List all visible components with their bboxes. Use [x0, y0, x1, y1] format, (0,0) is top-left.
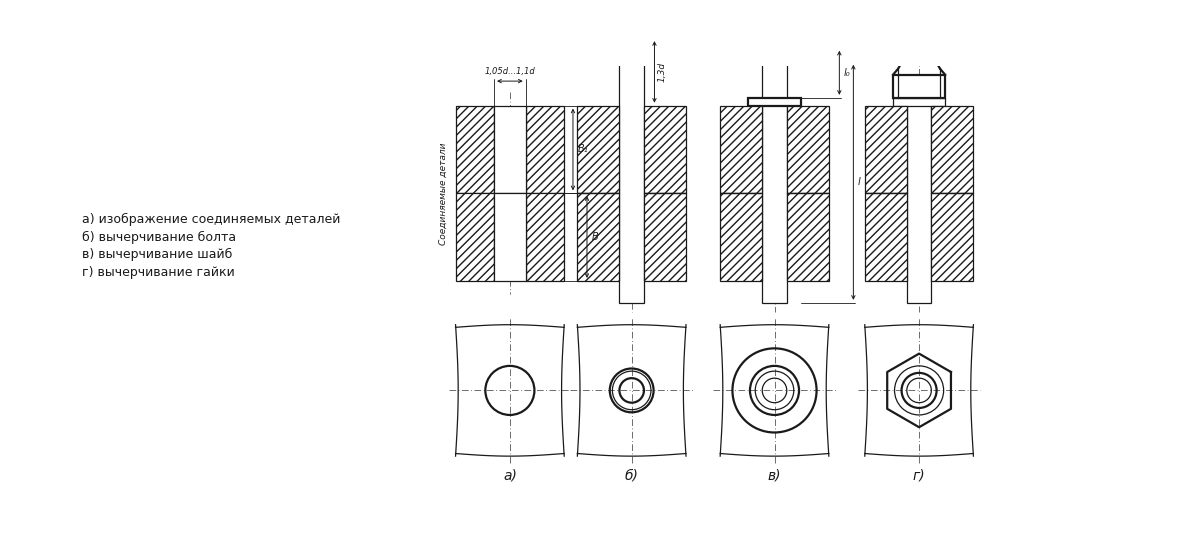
Text: б): б) [625, 469, 639, 483]
Text: Соединяемые детали: Соединяемые детали [438, 142, 448, 244]
Text: в): в) [767, 469, 782, 483]
Bar [865, 193, 906, 281]
Bar [525, 105, 564, 193]
Text: B: B [592, 232, 598, 242]
Bar [931, 193, 973, 281]
Bar [893, 98, 946, 105]
Bar [619, 0, 644, 38]
Bar [893, 75, 946, 98]
Bar [525, 193, 564, 281]
Text: l₀: l₀ [843, 68, 851, 78]
Bar [786, 105, 829, 193]
Bar [906, 88, 931, 303]
Bar [619, 38, 644, 303]
Text: б) вычерчивание болта: б) вычерчивание болта [82, 231, 236, 243]
Text: в) вычерчивание шайб: в) вычерчивание шайб [82, 248, 233, 261]
Bar [756, 51, 794, 62]
Bar [931, 105, 973, 193]
Text: а): а) [503, 469, 517, 483]
Bar [720, 193, 763, 281]
Bar [455, 105, 494, 193]
Bar [577, 105, 619, 193]
Bar [865, 105, 906, 193]
Bar [577, 193, 619, 281]
Bar [763, 62, 786, 303]
Text: г): г) [912, 469, 925, 483]
Bar [644, 105, 685, 193]
Bar [748, 98, 801, 105]
Bar [494, 193, 525, 281]
Bar [644, 193, 685, 281]
Bar [494, 105, 525, 193]
Text: l: l [858, 177, 860, 187]
Text: B₁: B₁ [577, 144, 588, 155]
Bar [611, 22, 652, 38]
Text: d: d [628, 0, 634, 2]
Text: 1,3d: 1,3d [658, 62, 666, 82]
Text: 1,05d...1,1d: 1,05d...1,1d [485, 67, 536, 76]
Bar [720, 105, 763, 193]
Bar [455, 193, 494, 281]
Text: а) изображение соединяемых деталей: а) изображение соединяемых деталей [82, 213, 341, 226]
Bar [786, 193, 829, 281]
Text: г) вычерчивание гайки: г) вычерчивание гайки [82, 265, 235, 279]
